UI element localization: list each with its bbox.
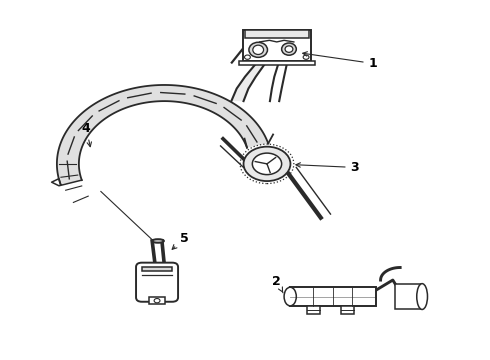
Bar	[290, 287, 376, 306]
Text: 1: 1	[303, 52, 377, 70]
Bar	[142, 267, 172, 271]
Ellipse shape	[417, 284, 427, 310]
Bar	[243, 30, 311, 61]
Bar	[395, 284, 422, 310]
Text: 4: 4	[82, 122, 92, 147]
Ellipse shape	[284, 287, 296, 306]
Bar	[239, 61, 315, 65]
Polygon shape	[57, 85, 268, 184]
Bar	[341, 306, 354, 314]
Ellipse shape	[285, 46, 293, 52]
Circle shape	[303, 55, 309, 59]
Circle shape	[252, 153, 282, 175]
FancyBboxPatch shape	[136, 263, 178, 302]
Ellipse shape	[152, 239, 164, 243]
Circle shape	[154, 298, 160, 303]
Text: 2: 2	[272, 275, 283, 293]
Polygon shape	[231, 61, 267, 101]
Bar	[149, 297, 165, 304]
Circle shape	[245, 55, 250, 59]
Ellipse shape	[253, 45, 264, 54]
Text: 5: 5	[172, 231, 188, 249]
Circle shape	[244, 147, 291, 181]
Text: 3: 3	[296, 161, 359, 174]
Bar	[245, 30, 309, 38]
Ellipse shape	[249, 42, 268, 57]
Ellipse shape	[282, 43, 296, 55]
Bar	[307, 306, 320, 314]
